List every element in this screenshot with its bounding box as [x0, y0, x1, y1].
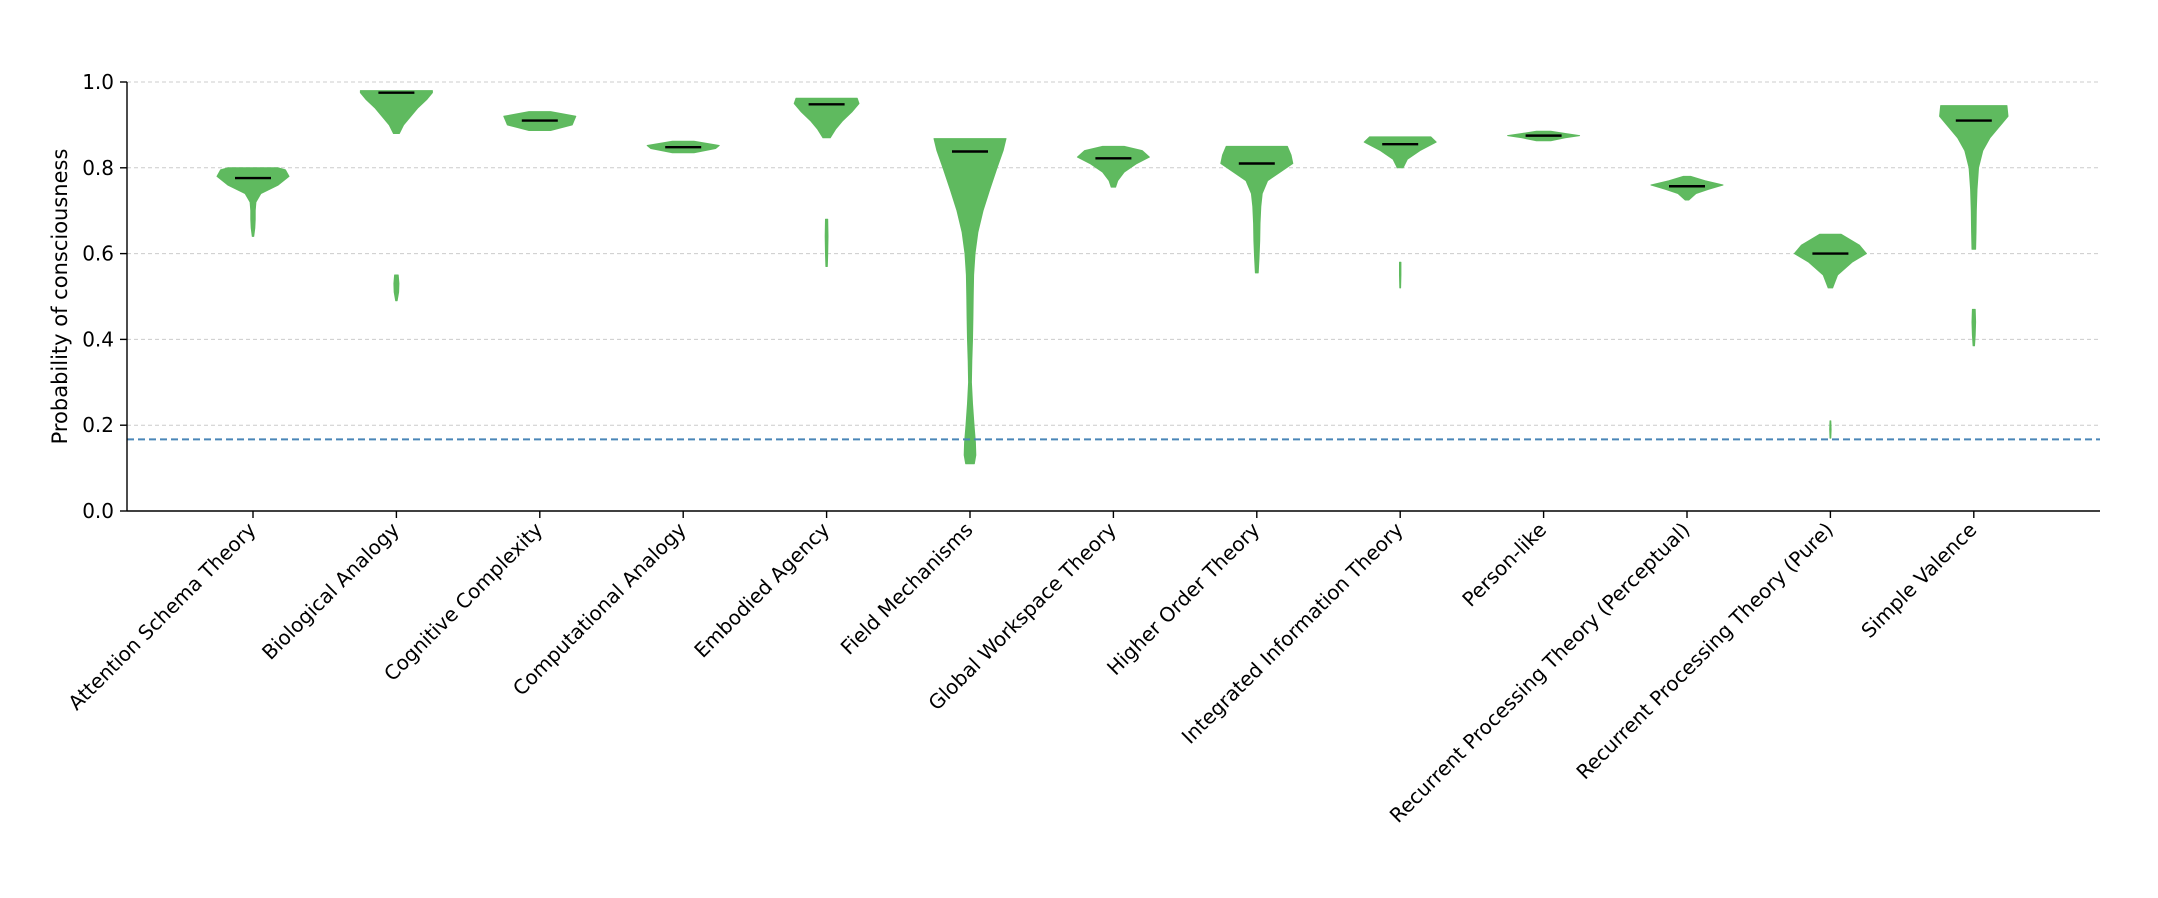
violin-field-mechanisms: [933, 138, 1007, 465]
y-tick-label: 0.0: [82, 499, 114, 523]
violin-integrated-information-theory: [1363, 136, 1437, 169]
y-tick-label: 0.8: [82, 156, 114, 180]
violin-recurrent-processing-theory-pure: [1793, 233, 1867, 289]
x-tick-label: Cognitive Complexity: [379, 517, 547, 685]
violin-recurrent-processing-theory-pure: [1829, 420, 1832, 439]
y-axis-label: Probability of consciousness: [48, 149, 72, 445]
y-tick-label: 0.4: [82, 327, 114, 351]
violin-embodied-agency: [824, 218, 829, 267]
violins-group: [216, 90, 2009, 465]
x-tick-label: Embodied Agency: [689, 517, 834, 662]
y-tick-label: 0.6: [82, 242, 114, 266]
violin-biological-analogy: [393, 274, 400, 302]
violin-higher-order-theory: [1220, 145, 1294, 274]
x-tick-label: Integrated Information Theory: [1177, 517, 1408, 748]
x-tick-label: Attention Schema Theory: [63, 517, 260, 714]
x-tick-label: Higher Order Theory: [1102, 517, 1264, 679]
x-tick-label: Biological Analogy: [257, 517, 404, 664]
violin-embodied-agency: [793, 97, 860, 139]
y-tick-label: 0.2: [82, 413, 114, 437]
violin-biological-analogy: [359, 90, 433, 134]
violin-integrated-information-theory: [1399, 261, 1402, 289]
violin-recurrent-processing-theory-perceptual: [1650, 175, 1724, 201]
x-tick-label: Simple Valence: [1856, 518, 1981, 643]
violin-global-workspace-theory: [1076, 145, 1150, 188]
x-tick-label: Recurrent Processing Theory (Perceptual): [1385, 518, 1695, 828]
x-tick-label: Recurrent Processing Theory (Pure): [1571, 518, 1838, 785]
x-tick-label: Field Mechanisms: [836, 518, 978, 660]
medians-group: [235, 91, 1992, 255]
violin-simple-valence: [1971, 308, 1977, 347]
violin-attention-schema-theory: [216, 167, 290, 237]
y-tick-label: 1.0: [82, 70, 114, 94]
y-ticks: 0.0 0.2 0.4 0.6 0.8 1.0: [82, 70, 127, 523]
violin-simple-valence: [1939, 105, 2009, 250]
x-tick-label: Person-like: [1457, 518, 1551, 612]
